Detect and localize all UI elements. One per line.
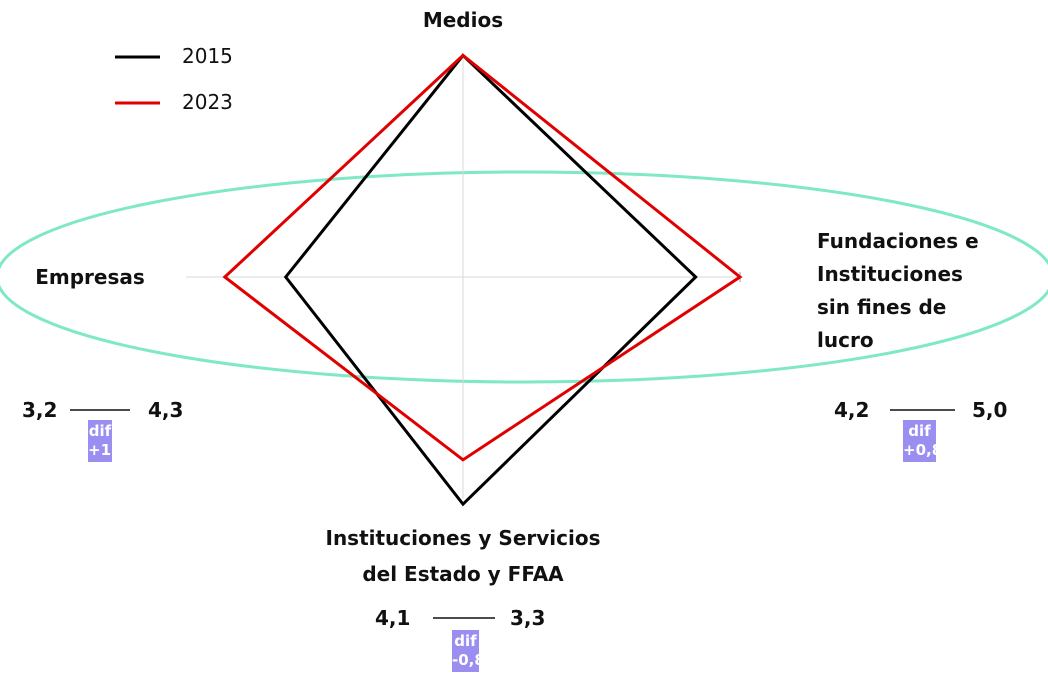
to-value: 3,3 xyxy=(510,606,546,630)
highlight-ellipse xyxy=(0,170,1048,384)
dif-value: +0,8 xyxy=(903,441,943,459)
from-value: 3,2 xyxy=(22,398,58,422)
dif-box: dif +1,1 xyxy=(88,420,128,462)
legend-label: 2023 xyxy=(182,90,233,114)
dif-box: dif +0,8 xyxy=(903,420,943,462)
radar-line xyxy=(283,53,698,507)
dif-title: dif xyxy=(454,632,477,650)
to-value: 5,0 xyxy=(972,398,1008,422)
dif-box: dif -0,8 xyxy=(452,630,485,672)
from-value: 4,2 xyxy=(834,398,870,422)
category-label: Fundaciones e Instituciones sin fines de… xyxy=(817,229,979,352)
category-label: Empresas xyxy=(35,265,145,289)
radar-line xyxy=(222,53,743,462)
to-value: 4,3 xyxy=(148,398,184,422)
dif-title: dif xyxy=(88,422,112,440)
from-value: 4,1 xyxy=(375,606,411,630)
category-label: Medios xyxy=(422,8,504,32)
category-label: Instituciones y Servicios del Estado y F… xyxy=(325,526,601,586)
dif-value: -0,8 xyxy=(452,651,485,669)
legend-label: 2015 xyxy=(182,44,233,68)
dif-value: +1,1 xyxy=(88,441,128,459)
dif-title: dif xyxy=(908,422,931,440)
